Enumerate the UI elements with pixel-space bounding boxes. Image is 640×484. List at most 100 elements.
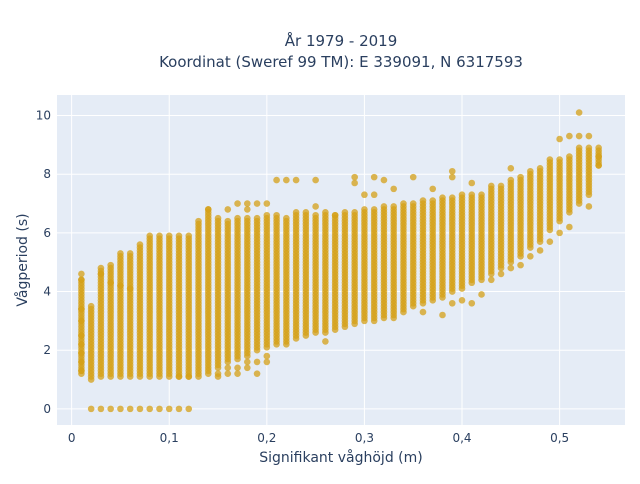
y-tick-label: 2: [43, 343, 51, 357]
x-tick-label: 0,5: [550, 431, 569, 445]
y-tick-label: 10: [36, 109, 51, 123]
data-point: [224, 206, 232, 213]
data-point: [566, 153, 573, 160]
data-point: [322, 338, 329, 345]
data-point: [107, 405, 114, 413]
data-point: [585, 203, 593, 210]
data-point: [575, 109, 583, 116]
data-point: [292, 209, 300, 216]
data-point: [468, 299, 476, 307]
data-point: [146, 232, 154, 240]
data-point: [165, 232, 173, 240]
data-point: [575, 144, 583, 152]
data-point: [214, 214, 222, 222]
data-point: [78, 305, 85, 313]
data-point: [224, 217, 232, 225]
data-point: [185, 373, 193, 380]
data-point: [487, 182, 495, 190]
y-tick-label: 4: [43, 285, 51, 299]
data-point: [117, 250, 124, 257]
data-point: [556, 135, 563, 143]
data-point: [234, 200, 241, 207]
data-point: [595, 144, 602, 152]
data-point: [458, 297, 466, 304]
data-point: [566, 223, 573, 231]
data-point: [468, 191, 476, 199]
data-point: [165, 405, 173, 413]
data-point: [244, 214, 251, 222]
data-point: [527, 167, 534, 175]
data-point: [185, 405, 193, 413]
data-point: [585, 144, 593, 152]
data-point: [117, 405, 124, 413]
data-point: [78, 367, 85, 375]
chart-title-line2: Koordinat (Sweref 99 TM): E 339091, N 63…: [159, 53, 523, 71]
data-point: [390, 185, 398, 193]
x-tick-label: 0,1: [160, 431, 179, 445]
data-point: [507, 264, 515, 272]
data-point: [351, 173, 358, 181]
data-point: [87, 302, 95, 310]
data-point: [244, 364, 251, 372]
data-point: [156, 232, 163, 240]
data-point: [263, 200, 271, 207]
y-tick-label: 0: [43, 402, 51, 416]
data-point: [126, 250, 134, 257]
x-tick-label: 0: [68, 431, 76, 445]
data-point: [546, 156, 554, 163]
data-point: [370, 206, 378, 213]
data-point: [146, 405, 154, 413]
data-point: [595, 162, 602, 169]
data-point: [361, 206, 368, 213]
data-point: [419, 197, 427, 204]
data-point: [87, 405, 95, 413]
data-point: [517, 173, 524, 181]
data-point: [429, 185, 437, 193]
data-point: [556, 229, 563, 237]
data-point: [390, 203, 398, 210]
data-point: [273, 176, 280, 184]
data-point: [244, 200, 251, 207]
data-point: [156, 405, 163, 413]
data-points: [78, 109, 602, 413]
data-point: [448, 194, 456, 201]
x-tick-label: 0,2: [257, 431, 276, 445]
data-point: [78, 358, 85, 366]
data-point: [78, 349, 85, 357]
data-point: [107, 279, 114, 287]
y-tick-label: 6: [43, 226, 51, 240]
data-point: [312, 203, 319, 210]
data-point: [380, 176, 388, 184]
data-point: [497, 270, 505, 278]
data-point: [136, 241, 144, 248]
data-point: [234, 214, 241, 222]
data-point: [527, 253, 534, 260]
data-point: [517, 261, 524, 269]
data-point: [322, 209, 329, 216]
data-point: [409, 173, 417, 181]
data-point: [370, 191, 378, 199]
data-point: [361, 191, 368, 199]
data-point: [575, 132, 583, 140]
data-point: [175, 373, 183, 380]
data-point: [204, 206, 212, 213]
data-point: [175, 232, 183, 240]
x-tick-label: 0,4: [452, 431, 471, 445]
data-point: [546, 238, 554, 245]
data-point: [97, 264, 105, 272]
data-point: [78, 270, 85, 278]
data-point: [595, 153, 602, 160]
data-point: [263, 352, 271, 360]
data-point: [351, 209, 358, 216]
data-point: [253, 370, 261, 377]
data-point: [263, 211, 271, 219]
data-point: [556, 156, 563, 163]
data-point: [400, 200, 407, 207]
data-point: [107, 261, 114, 269]
data-point: [78, 276, 85, 284]
data-point: [390, 314, 398, 322]
data-point: [214, 373, 222, 380]
data-point: [331, 211, 339, 219]
data-point: [273, 211, 280, 219]
data-point: [536, 247, 544, 254]
